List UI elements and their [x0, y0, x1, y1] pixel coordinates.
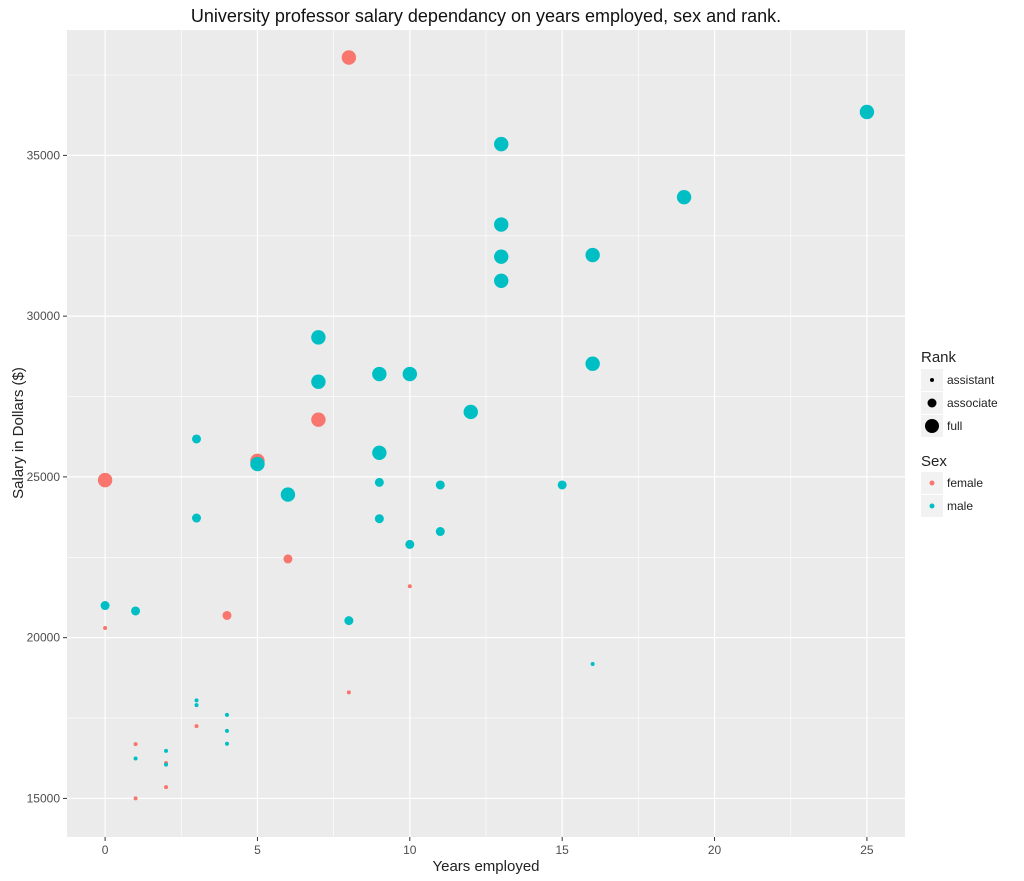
- point-female-full: [311, 412, 326, 427]
- point-male-associate: [374, 477, 384, 487]
- point-male-full: [311, 330, 326, 345]
- y-tick-label: 30000: [27, 309, 61, 323]
- point-male-full: [494, 136, 509, 152]
- point-female-assistant: [194, 724, 199, 729]
- data-points: [97, 50, 875, 801]
- point-male-full: [372, 445, 387, 460]
- legend-label-female: female: [947, 476, 983, 490]
- point-male-full: [585, 247, 600, 263]
- x-tick-label: 25: [860, 843, 874, 857]
- point-male-full: [311, 374, 326, 389]
- legend-key-male: [929, 503, 935, 509]
- legend-sex-title: Sex: [921, 453, 947, 470]
- legend-key-associate: [927, 398, 937, 408]
- x-tick-label: 15: [556, 843, 570, 857]
- point-male-assistant: [164, 762, 169, 767]
- legend-key-assistant: [930, 378, 934, 382]
- point-female-assistant: [346, 690, 351, 695]
- point-male-full: [494, 273, 509, 288]
- major-gridlines: [67, 30, 905, 837]
- point-male-assistant: [164, 748, 169, 753]
- point-male-assistant: [590, 662, 595, 667]
- point-male-associate: [344, 616, 354, 626]
- point-male-associate: [435, 527, 445, 537]
- x-tick-label: 5: [254, 843, 261, 857]
- x-tick-label: 0: [102, 843, 109, 857]
- point-male-assistant: [133, 756, 138, 761]
- point-male-associate: [192, 513, 202, 523]
- x-axis: 0 5 10 15 20 25: [102, 837, 874, 857]
- point-male-assistant: [224, 741, 229, 746]
- chart-title: University professor salary dependancy o…: [191, 6, 781, 26]
- legend-key-female: [929, 480, 935, 486]
- legend-label-full: full: [947, 419, 962, 433]
- point-male-full: [372, 366, 387, 382]
- legend-label-male: male: [947, 499, 973, 513]
- y-tick-label: 15000: [27, 791, 61, 805]
- legend-key-full: [925, 419, 939, 433]
- point-male-full: [280, 487, 296, 502]
- point-female-full: [341, 50, 357, 65]
- point-male-assistant: [194, 703, 199, 708]
- point-male-assistant: [224, 728, 229, 733]
- legend-label-assistant: assistant: [947, 373, 995, 387]
- y-tick-label: 35000: [27, 148, 61, 162]
- point-female-associate: [283, 554, 293, 564]
- point-male-full: [585, 356, 600, 371]
- y-tick-label: 25000: [27, 470, 61, 484]
- x-tick-label: 20: [708, 843, 722, 857]
- legend: Rank assistant associate full Sex female…: [921, 349, 998, 517]
- point-male-full: [250, 456, 265, 472]
- point-female-full: [97, 472, 113, 488]
- point-female-assistant: [407, 584, 412, 589]
- point-female-assistant: [133, 742, 138, 747]
- point-female-assistant: [164, 785, 169, 790]
- point-male-assistant: [194, 698, 199, 703]
- point-male-associate: [374, 514, 384, 524]
- point-female-associate: [222, 610, 232, 620]
- point-male-full: [859, 104, 875, 120]
- point-male-full: [494, 217, 509, 232]
- point-male-full: [494, 249, 509, 264]
- point-male-associate: [557, 480, 567, 490]
- point-male-associate: [405, 539, 415, 549]
- point-male-assistant: [224, 712, 229, 717]
- point-male-associate: [435, 480, 445, 490]
- point-female-assistant: [133, 796, 138, 801]
- point-male-full: [402, 366, 418, 382]
- legend-label-associate: associate: [947, 396, 998, 410]
- legend-rank-title: Rank: [921, 349, 957, 366]
- y-tick-label: 20000: [27, 631, 61, 645]
- point-male-associate: [131, 606, 141, 616]
- point-male-associate: [192, 434, 202, 444]
- point-female-assistant: [103, 626, 108, 631]
- point-male-full: [463, 404, 478, 420]
- x-axis-title: Years employed: [432, 858, 539, 875]
- point-male-full: [676, 189, 692, 205]
- y-axis-title: Salary in Dollars ($): [10, 367, 27, 499]
- minor-gridlines: [67, 30, 905, 837]
- point-male-associate: [100, 601, 110, 611]
- y-axis: 15000 20000 25000 30000 35000: [27, 148, 67, 805]
- x-tick-label: 10: [403, 843, 417, 857]
